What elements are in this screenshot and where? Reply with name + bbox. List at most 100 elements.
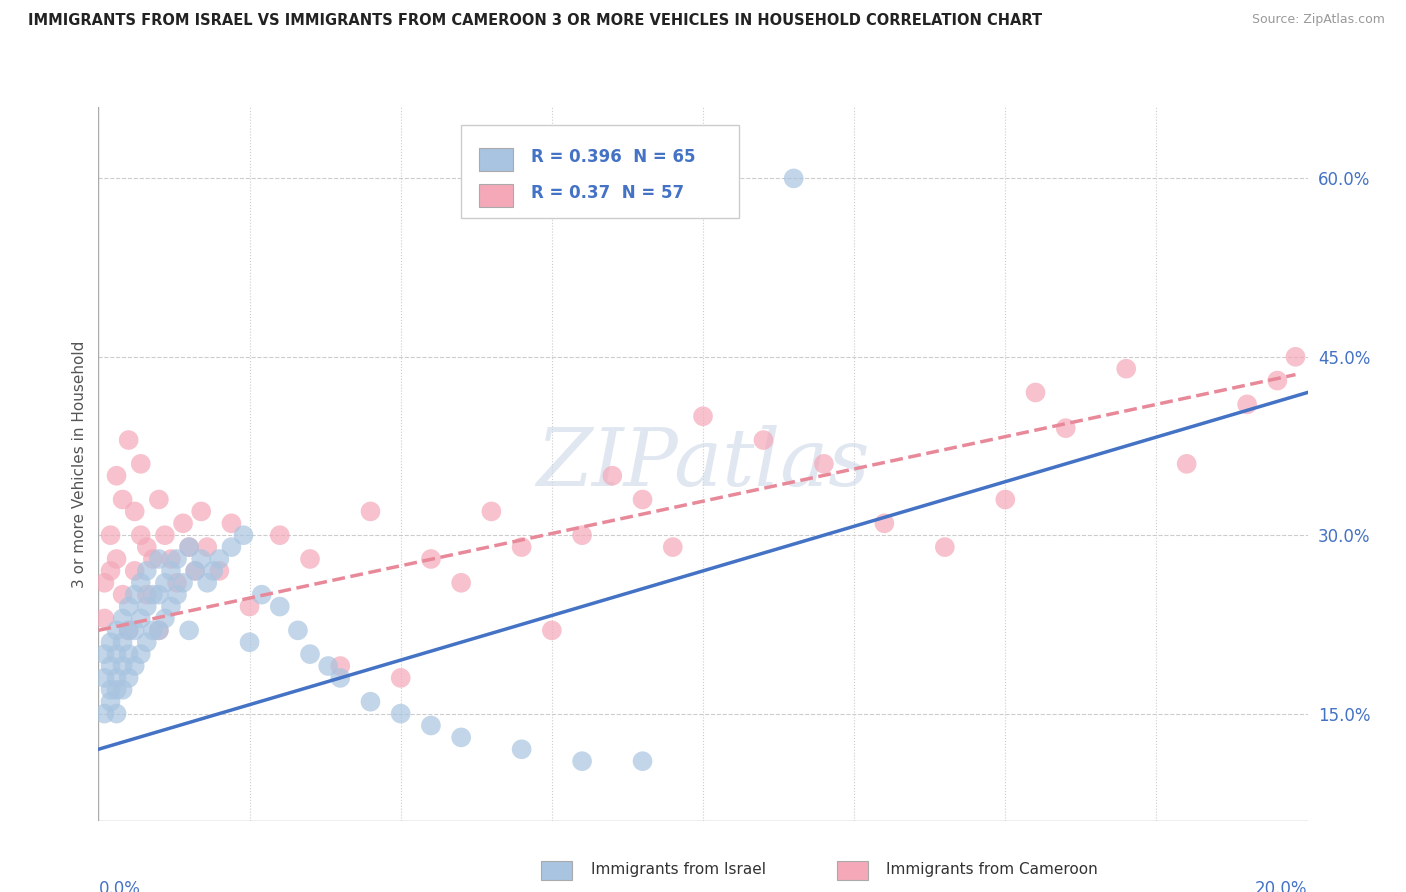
- Point: [190, 552, 212, 566]
- Point: [142, 624, 165, 638]
- Point: [299, 552, 322, 566]
- Point: [221, 540, 243, 554]
- Point: [118, 671, 141, 685]
- Point: [1236, 397, 1258, 411]
- Point: [105, 552, 128, 566]
- Text: Source: ZipAtlas.com: Source: ZipAtlas.com: [1251, 13, 1385, 27]
- Point: [111, 588, 134, 602]
- Text: IMMIGRANTS FROM ISRAEL VS IMMIGRANTS FROM CAMEROON 3 OR MORE VEHICLES IN HOUSEHO: IMMIGRANTS FROM ISRAEL VS IMMIGRANTS FRO…: [28, 13, 1042, 29]
- Point: [148, 624, 170, 638]
- Text: Immigrants from Israel: Immigrants from Israel: [591, 863, 765, 877]
- Point: [166, 552, 188, 566]
- Point: [105, 671, 128, 685]
- Point: [129, 575, 152, 590]
- Point: [166, 575, 188, 590]
- Point: [269, 528, 291, 542]
- Point: [153, 575, 176, 590]
- Point: [510, 742, 533, 756]
- Point: [994, 492, 1017, 507]
- Point: [329, 671, 352, 685]
- Text: ZIPatlas: ZIPatlas: [536, 425, 870, 502]
- Y-axis label: 3 or more Vehicles in Household: 3 or more Vehicles in Household: [72, 340, 87, 588]
- Point: [184, 564, 207, 578]
- Point: [129, 457, 152, 471]
- Point: [135, 540, 157, 554]
- Text: 20.0%: 20.0%: [1256, 880, 1308, 892]
- Point: [124, 624, 146, 638]
- Point: [1175, 457, 1198, 471]
- Point: [129, 528, 152, 542]
- Point: [360, 504, 382, 518]
- Point: [420, 718, 443, 732]
- Point: [571, 528, 593, 542]
- Point: [118, 624, 141, 638]
- Point: [1284, 350, 1306, 364]
- Point: [287, 624, 309, 638]
- Point: [450, 575, 472, 590]
- Point: [111, 635, 134, 649]
- Point: [360, 695, 382, 709]
- Point: [135, 588, 157, 602]
- Point: [100, 695, 122, 709]
- Point: [329, 659, 352, 673]
- Point: [208, 564, 231, 578]
- Point: [100, 682, 122, 697]
- Point: [111, 611, 134, 625]
- Point: [129, 611, 152, 625]
- Point: [148, 552, 170, 566]
- Point: [481, 504, 503, 518]
- Point: [172, 516, 194, 531]
- Point: [93, 575, 115, 590]
- Point: [179, 540, 201, 554]
- Point: [105, 706, 128, 721]
- Point: [100, 564, 122, 578]
- Point: [195, 540, 218, 554]
- Point: [105, 647, 128, 661]
- Point: [160, 552, 183, 566]
- FancyBboxPatch shape: [479, 184, 513, 207]
- Point: [148, 588, 170, 602]
- Point: [184, 564, 207, 578]
- Point: [93, 671, 115, 685]
- Point: [873, 516, 896, 531]
- Point: [299, 647, 322, 661]
- Point: [179, 540, 201, 554]
- Point: [118, 647, 141, 661]
- Point: [105, 682, 128, 697]
- Point: [129, 647, 152, 661]
- Point: [118, 599, 141, 614]
- Point: [124, 659, 146, 673]
- Point: [420, 552, 443, 566]
- Point: [602, 468, 624, 483]
- Point: [135, 635, 157, 649]
- Point: [934, 540, 956, 554]
- Point: [250, 588, 273, 602]
- FancyBboxPatch shape: [479, 148, 513, 171]
- Point: [269, 599, 291, 614]
- Point: [160, 599, 183, 614]
- Point: [232, 528, 254, 542]
- Point: [100, 635, 122, 649]
- Point: [662, 540, 685, 554]
- Point: [100, 528, 122, 542]
- Point: [195, 575, 218, 590]
- Point: [111, 682, 134, 697]
- Point: [172, 575, 194, 590]
- Point: [135, 564, 157, 578]
- Point: [124, 564, 146, 578]
- Point: [752, 433, 775, 447]
- Point: [148, 624, 170, 638]
- Point: [208, 552, 231, 566]
- Point: [118, 433, 141, 447]
- Point: [93, 706, 115, 721]
- Point: [190, 504, 212, 518]
- Point: [111, 492, 134, 507]
- Point: [100, 659, 122, 673]
- Point: [540, 624, 562, 638]
- Point: [93, 647, 115, 661]
- Text: R = 0.396  N = 65: R = 0.396 N = 65: [531, 148, 696, 166]
- Point: [239, 599, 262, 614]
- Point: [93, 611, 115, 625]
- Point: [1115, 361, 1137, 376]
- Text: Immigrants from Cameroon: Immigrants from Cameroon: [886, 863, 1098, 877]
